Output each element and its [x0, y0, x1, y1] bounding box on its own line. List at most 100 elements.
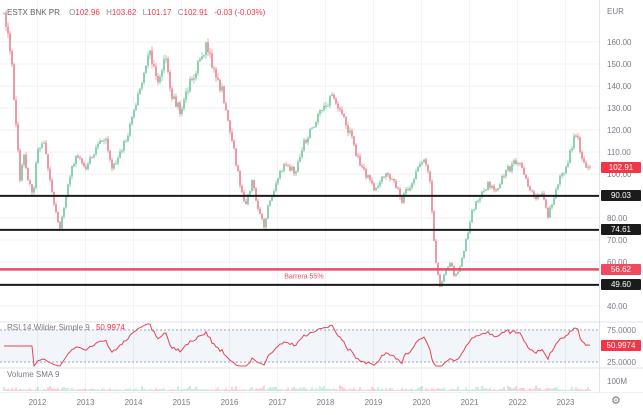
volume-bar: [249, 388, 251, 391]
level-price-badge[interactable]: 49.60: [601, 279, 641, 291]
volume-bar: [105, 389, 107, 391]
candle: [399, 188, 401, 198]
candle: [367, 175, 369, 178]
volume-bar: [355, 389, 357, 391]
candle: [279, 171, 281, 179]
candle: [255, 188, 257, 201]
candle: [493, 185, 495, 190]
volume-bar: [217, 387, 219, 391]
volume-bar: [181, 389, 183, 391]
volume-bar: [357, 390, 359, 391]
volume-bar: [75, 389, 77, 391]
settings-gear-icon[interactable]: ⚙: [611, 395, 621, 407]
volume-bar: [305, 388, 307, 391]
volume-bar: [201, 389, 203, 391]
volume-bar: [319, 386, 321, 391]
volume-bar: [149, 389, 151, 391]
volume-bar: [579, 389, 581, 391]
level-price-badge[interactable]: 74.61: [601, 224, 641, 236]
volume-bar: [163, 388, 165, 391]
candle: [85, 166, 87, 170]
candle: [251, 180, 253, 191]
volume-bar: [151, 389, 153, 391]
volume-bar: [397, 389, 399, 391]
candle: [375, 187, 377, 191]
candle: [55, 204, 57, 213]
level-price-badge[interactable]: 90.03: [601, 190, 641, 202]
candle: [577, 136, 579, 138]
year-label: 2020: [412, 398, 431, 407]
candle: [95, 147, 97, 155]
rsi-value-badge[interactable]: 50.9974: [601, 339, 641, 351]
candle: [217, 77, 219, 80]
candle: [125, 141, 127, 143]
candle: [347, 125, 349, 133]
volume-bar: [53, 388, 55, 391]
candle: [565, 166, 567, 174]
candle: [473, 209, 475, 211]
volume-bar: [229, 389, 231, 391]
price-tick-label: 110.00: [607, 147, 631, 157]
volume-bar: [57, 387, 59, 391]
candle: [377, 186, 379, 188]
level-annotation[interactable]: Barrera 55%: [284, 273, 323, 280]
volume-bar: [271, 387, 273, 391]
candle: [33, 188, 35, 193]
volume-bar: [541, 389, 543, 391]
volume-bar: [147, 389, 149, 391]
candle: [429, 171, 431, 182]
candle: [177, 102, 179, 107]
volume-title[interactable]: Volume SMA 9: [7, 370, 60, 379]
volume-bar: [449, 389, 451, 391]
last-price-badge[interactable]: 102.91: [601, 162, 641, 174]
volume-bar: [233, 389, 235, 391]
symbol-name[interactable]: ESTX BNK PR: [7, 8, 60, 17]
volume-bar: [553, 387, 555, 391]
volume-bar: [131, 389, 133, 391]
candle: [29, 180, 31, 185]
candle: [203, 55, 205, 57]
candle: [407, 189, 409, 191]
rsi-title[interactable]: RSI 14 Wilder Simple 9: [7, 323, 90, 332]
candle: [41, 143, 43, 148]
volume-bar: [539, 388, 541, 391]
candle: [139, 88, 141, 94]
candle: [265, 218, 267, 228]
price-axis[interactable]: EUR 160.00 150.00 140.00 130.00 120.00 110.00 1…: [600, 0, 643, 393]
candle: [149, 50, 151, 56]
candle: [317, 113, 319, 123]
volume-bar: [65, 388, 67, 391]
candle: [289, 166, 291, 171]
time-axis[interactable]: 2012 2013 2014 2015 2016 2017 2018 2019 2020 2021…: [0, 393, 643, 415]
candle: [415, 171, 417, 180]
volume-bar: [367, 389, 369, 391]
volume-bar: [475, 387, 477, 391]
volume-bar: [543, 389, 545, 391]
volume-bar: [93, 389, 95, 391]
candle: [549, 207, 551, 218]
high-label: H: [106, 8, 112, 17]
volume-bar: [373, 388, 375, 391]
candle: [559, 175, 561, 185]
low-label: L: [142, 8, 148, 17]
volume-bar: [583, 389, 585, 391]
volume-bar: [511, 388, 513, 391]
volume-bar: [89, 389, 91, 391]
volume-bar: [5, 389, 7, 391]
candle: [475, 201, 477, 210]
candle: [423, 159, 425, 163]
volume-bar: [183, 389, 185, 391]
volume-bar: [175, 389, 177, 391]
candle: [515, 160, 517, 164]
candle: [79, 157, 81, 159]
candle: [401, 197, 403, 203]
candle: [325, 105, 327, 107]
candle: [171, 88, 173, 99]
level-price-badge[interactable]: 56.62: [601, 263, 641, 275]
price-tick-label: 70.00: [607, 235, 628, 245]
rsi-upper-tick-label: 75.0000: [607, 325, 636, 335]
volume-bar: [209, 389, 211, 391]
change-value: -0.03 (-0.03%): [214, 8, 266, 17]
volume-bar: [309, 389, 311, 391]
